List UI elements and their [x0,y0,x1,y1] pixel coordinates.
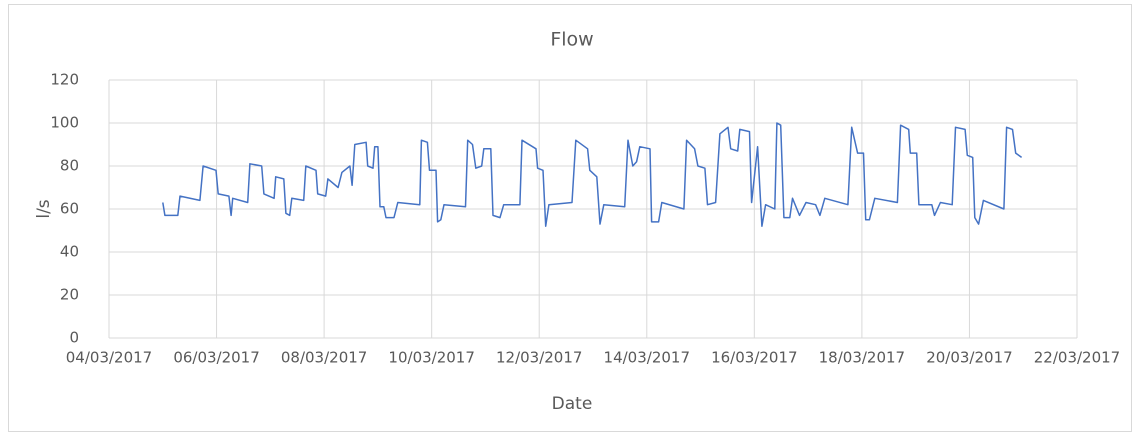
y-tick-label: 60 [60,200,79,218]
x-tick-label: 18/03/2017 [819,349,905,367]
x-tick-label: 06/03/2017 [173,349,259,367]
x-tick-label: 12/03/2017 [496,349,582,367]
y-tick-label: 100 [50,114,79,132]
y-tick-label: 20 [60,286,79,304]
y-tick-label: 40 [60,243,79,261]
y-tick-label: 120 [50,71,79,89]
y-tick-label: 0 [69,329,79,347]
x-tick-label: 16/03/2017 [711,349,797,367]
chart-title: Flow [550,29,593,51]
data-line [162,122,1023,227]
x-tick-label: 14/03/2017 [604,349,690,367]
x-tick-label: 20/03/2017 [926,349,1012,367]
y-axis-title: l/s [34,199,54,218]
x-tick-label: 08/03/2017 [281,349,367,367]
x-tick-label: 10/03/2017 [388,349,474,367]
chart-frame [8,4,1132,432]
x-tick-label: 22/03/2017 [1034,349,1120,367]
y-tick-label: 80 [60,157,79,175]
x-tick-label: 04/03/2017 [66,349,152,367]
x-axis-title: Date [552,394,593,414]
